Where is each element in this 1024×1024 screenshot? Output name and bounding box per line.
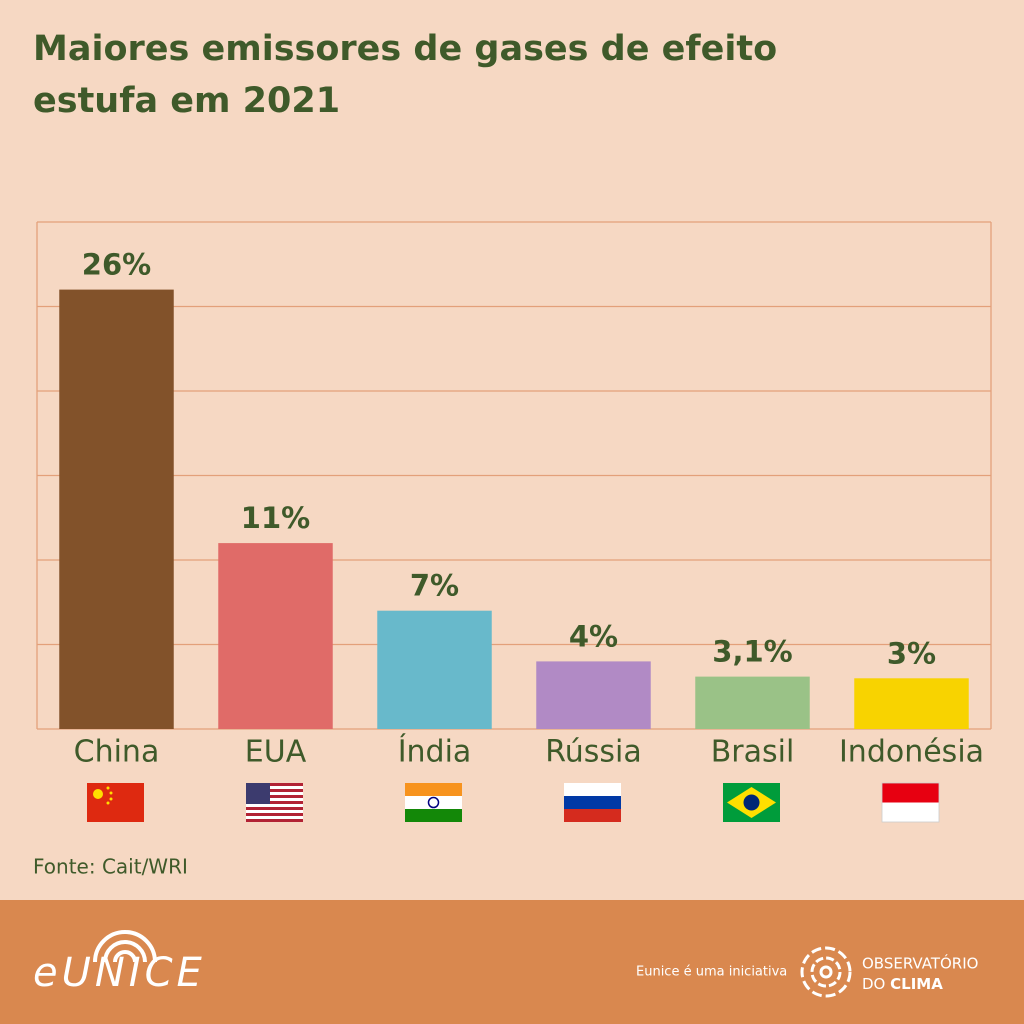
x-tick-label: Índia	[398, 734, 472, 770]
logo: eUNICE	[33, 950, 206, 996]
org-logo	[800, 946, 852, 998]
value-label: 3,1%	[712, 635, 792, 669]
flag-brazil	[723, 783, 780, 822]
value-label: 26%	[82, 248, 151, 282]
value-label: 3%	[887, 636, 936, 670]
flag-china	[87, 783, 144, 822]
bar	[377, 610, 492, 729]
org-name: OBSERVATÓRIO	[862, 954, 978, 973]
flag-india	[405, 783, 462, 822]
source: Fonte: Cait/WRI	[33, 855, 188, 879]
org-name-a: DO	[862, 975, 890, 993]
chart-title: estufa em 2021	[33, 81, 340, 121]
bar	[854, 678, 969, 729]
org-name: DO CLIMA	[862, 975, 943, 993]
bar	[695, 676, 810, 729]
org-name-b: CLIMA	[890, 975, 943, 993]
x-tick-label: Rússia	[545, 735, 642, 770]
value-label: 7%	[410, 569, 459, 603]
bar	[536, 661, 651, 729]
flag-indonesia	[881, 782, 940, 823]
flag-russia	[564, 783, 621, 822]
x-tick-label: Indonésia	[839, 735, 984, 770]
x-tick-label: China	[74, 735, 160, 770]
x-tick-label: Brasil	[711, 735, 795, 770]
flags	[87, 782, 940, 823]
chart-title: Maiores emissores de gases de efeito	[33, 29, 777, 69]
tagline: Eunice é uma iniciativa	[636, 965, 787, 980]
bar	[218, 543, 333, 729]
value-label: 11%	[241, 501, 310, 535]
x-tick-label: EUA	[245, 735, 307, 770]
logo-arcs	[93, 930, 157, 963]
bar	[59, 289, 174, 729]
footer-band	[0, 900, 1024, 1024]
flag-usa	[246, 783, 303, 822]
value-label: 4%	[569, 619, 618, 653]
